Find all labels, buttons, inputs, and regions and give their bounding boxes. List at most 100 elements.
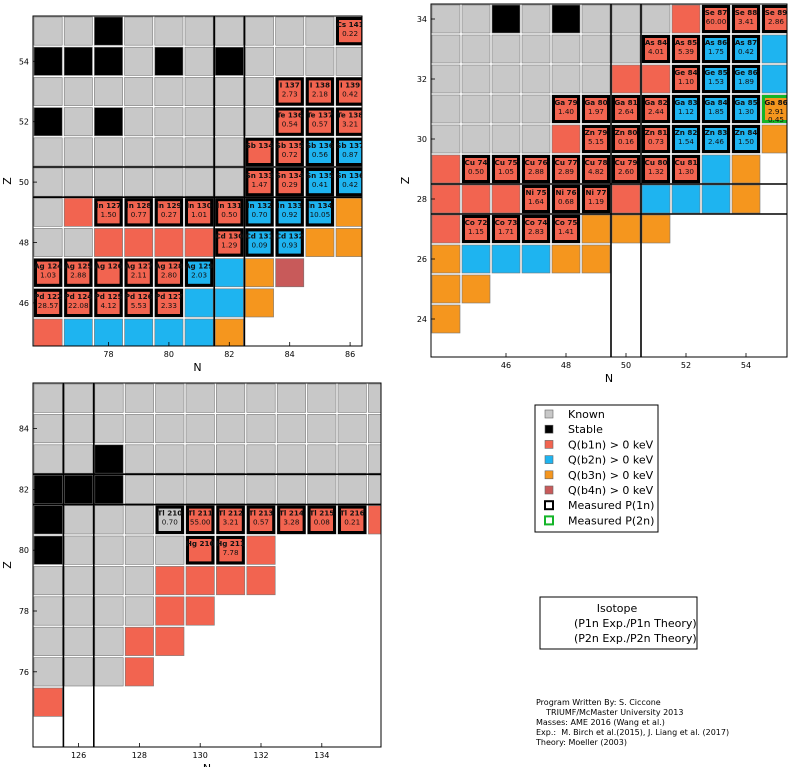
- measured-outline: [368, 49, 393, 74]
- p1n-ratio: 0.62: [372, 59, 388, 68]
- nuclide-cell: [701, 154, 731, 184]
- p1n-ratio: 0.42: [342, 180, 358, 189]
- nuclide-cell: [155, 414, 185, 444]
- isotope-label: Tl 212: [218, 509, 243, 518]
- p1n-ratio: 1.05: [498, 167, 514, 176]
- x-axis-label: N: [605, 372, 613, 385]
- nuclide-cell: [94, 626, 124, 656]
- nuclide-cell: [154, 16, 184, 46]
- nuclide-cell: [64, 444, 94, 474]
- nuclide-cell: [305, 46, 335, 76]
- p1n-ratio: 0.42: [342, 89, 358, 98]
- nuclide-cell: [305, 197, 335, 227]
- x-tick-label: 46: [501, 361, 511, 370]
- p1n-ratio: 0.09: [251, 240, 267, 249]
- nuclide-cell: [366, 198, 394, 226]
- p1n-ratio: 2.80: [161, 271, 177, 280]
- p1n-ratio: 22.08: [68, 301, 89, 310]
- nuclide-cell: [671, 124, 701, 154]
- p2n-ratio: 0.45: [768, 115, 784, 124]
- isotope-label: In 128: [126, 201, 151, 210]
- credits-line-2: TRIUMF/McMaster University 2013: [536, 708, 684, 717]
- y-tick-label: 80: [19, 546, 29, 555]
- nuclide-cell: [124, 474, 154, 504]
- isotope-label: Sb 136: [306, 141, 334, 150]
- nuclide-cell: [245, 228, 274, 257]
- nuclide-cell: [33, 383, 63, 413]
- isotope-label: Tl 216: [340, 509, 365, 518]
- measured-outline: [186, 536, 215, 565]
- nuclide-cell: [366, 77, 394, 105]
- isotope-key: Isotope (P1n Exp./P1n Theory) (P2n Exp./P2…: [539, 596, 698, 650]
- isotope-label: Cd 132: [276, 231, 304, 240]
- nuclide-cell: [276, 505, 306, 535]
- isotope-label: Ge 86: [734, 68, 757, 77]
- p1n-ratio: 0.77: [131, 210, 147, 219]
- nuclide-cell: [184, 77, 214, 106]
- p1n-ratio: 1.41: [558, 227, 574, 236]
- p1n-ratio: 2.64: [618, 107, 634, 116]
- legend-swatch: [544, 470, 554, 480]
- p1n-ratio: 3.41: [738, 17, 754, 26]
- nuclide-cell: [246, 414, 276, 444]
- p1n-ratio: 1.50: [738, 137, 754, 146]
- nuclide-cell: [33, 318, 63, 346]
- nuclide-cell: [33, 16, 63, 46]
- nuclide-cell: [431, 94, 461, 124]
- nuclide-cell: [124, 228, 154, 257]
- nuclide-cell: [184, 258, 214, 288]
- isotope-label: Sb 135: [276, 141, 304, 150]
- nuclide-cell: [33, 596, 63, 626]
- measured-outline: [336, 77, 362, 106]
- measured-outline: [305, 198, 334, 227]
- y-tick-label: 30: [417, 135, 427, 144]
- nuclide-cell: [491, 184, 521, 214]
- nuclide-cell: [185, 444, 215, 474]
- nuclide-cell: [581, 214, 611, 244]
- isotope-label: Ag 125: [64, 262, 92, 271]
- nuclide-cell: [521, 124, 551, 154]
- measured-outline: [305, 77, 334, 106]
- nuclide-cell: [33, 228, 63, 257]
- nuclide-cell: [155, 535, 185, 565]
- p1n-ratio: 2.03: [191, 271, 207, 280]
- nuclide-cell: [155, 566, 185, 596]
- nuclide-cell: [124, 318, 154, 346]
- isotope-label: Cu 75: [495, 158, 518, 167]
- nuclide-cell: [581, 64, 611, 94]
- nuclide-cell: [94, 383, 124, 413]
- nuclide-cell: [305, 77, 335, 106]
- nuclide-cell: [366, 168, 394, 196]
- nuclide-cell: [396, 108, 424, 136]
- p1n-ratio: 1.32: [648, 167, 664, 176]
- nuclide-cell: [521, 214, 551, 244]
- measured-outline: [702, 125, 730, 153]
- p1n-ratio: 0.87: [342, 150, 358, 159]
- nuclide-cell: [155, 626, 185, 656]
- plot-frame: [32, 382, 382, 748]
- y-tick-label: 84: [19, 425, 29, 434]
- isotope-label: Te 138: [337, 111, 363, 120]
- measured-outline: [245, 198, 274, 227]
- key-line-1: Isotope: [597, 602, 638, 615]
- p1n-ratio: 1.01: [372, 180, 388, 189]
- p1n-ratio: 1.53: [708, 77, 724, 86]
- nuclide-cell: [337, 444, 367, 474]
- measured-outline: [672, 95, 700, 123]
- p1n-ratio: 60.00: [706, 17, 727, 26]
- nuclide-cell: [214, 16, 244, 46]
- p1n-ratio: 28.57: [38, 301, 59, 310]
- nuclide-cell: [581, 4, 611, 34]
- isotope-label: Cd 130: [215, 231, 243, 240]
- p1n-ratio: 1.40: [558, 107, 574, 116]
- nuclide-cell: [63, 197, 93, 227]
- isotope-label: Pd 127: [155, 292, 183, 301]
- isotope-label: Cs 141: [337, 20, 364, 29]
- nuclide-cell: [245, 258, 274, 288]
- nuclide-cell: [33, 505, 63, 535]
- measured-outline: [762, 5, 787, 33]
- nuclide-cell: [33, 107, 63, 137]
